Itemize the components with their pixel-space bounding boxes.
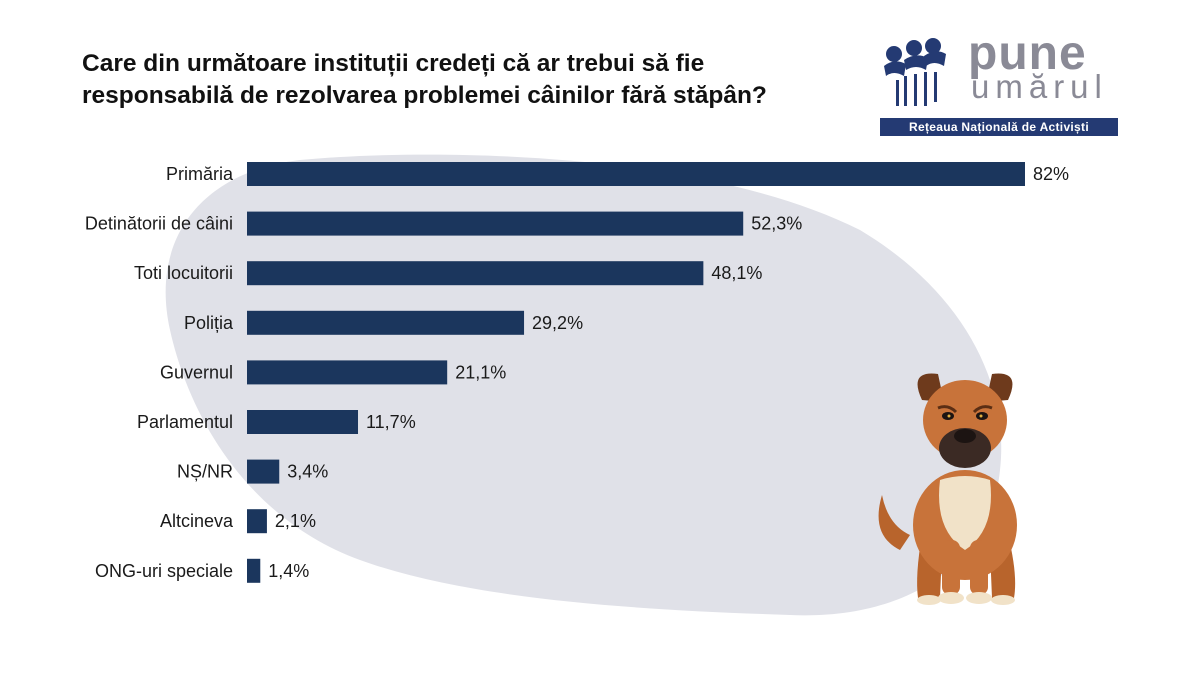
- dog-illustration: [878, 373, 1017, 605]
- category-label: Guvernul: [160, 362, 233, 382]
- logo-word-umarul: umărul: [971, 68, 1108, 105]
- value-label: 52,3%: [751, 214, 802, 234]
- category-label: Toti locuitorii: [134, 263, 233, 283]
- bar: [247, 162, 1025, 186]
- bar: [247, 310, 525, 335]
- value-label: 48,1%: [711, 263, 762, 283]
- chart-title: Care din următoare instituții credeți că…: [82, 48, 802, 113]
- category-label: Altcineva: [160, 511, 234, 531]
- bar: [247, 211, 744, 236]
- logo-word-pune: pune: [968, 27, 1087, 80]
- category-label: Parlamentul: [137, 412, 233, 432]
- category-label: ONG-uri speciale: [95, 561, 233, 581]
- people-logo-icon: [884, 38, 946, 106]
- value-label: 21,1%: [455, 362, 506, 382]
- bar: [247, 509, 267, 534]
- bar: [247, 459, 280, 484]
- value-label: 11,7%: [366, 412, 416, 432]
- category-label: Primăria: [166, 164, 234, 184]
- value-label: 3,4%: [287, 462, 328, 482]
- category-label: NȘ/NR: [177, 462, 233, 482]
- title-line-1: Care din următoare instituții credeți că…: [82, 50, 705, 77]
- value-label: 82%: [1033, 164, 1069, 184]
- title-line-2: responsabilă de rezolvarea problemei câi…: [82, 82, 767, 110]
- logo-tagline: Rețeaua Națională de Activiști: [880, 118, 1118, 136]
- value-label: 1,4%: [268, 561, 309, 581]
- bar: [247, 360, 448, 385]
- bar: [247, 261, 704, 286]
- pune-umarul-logo: pune umărul Rețeaua Națională de Activiș…: [878, 27, 1128, 139]
- category-label: Poliția: [184, 313, 234, 333]
- category-label: Detinătorii de câini: [85, 214, 233, 234]
- bar: [247, 410, 359, 434]
- bar: [247, 558, 261, 583]
- bar-chart-layer: Primăria 82% Detinătorii de câini 52,3% Toti…: [85, 162, 1069, 583]
- value-label: 2,1%: [275, 511, 316, 531]
- value-label: 29,2%: [532, 313, 583, 333]
